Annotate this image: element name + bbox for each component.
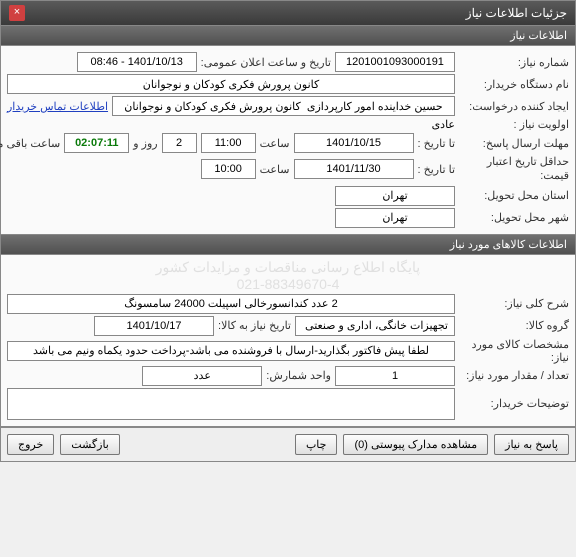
group-field[interactable] [295,316,455,336]
delivery-province-label: استان محل تحویل: [459,189,569,202]
section-need-info-header: اطلاعات نیاز [1,25,575,46]
print-button[interactable]: چاپ [295,434,338,455]
delivery-city-field[interactable] [335,208,455,228]
specs-label: مشخصات کالای مورد نیاز: [459,338,569,364]
reply-date-field[interactable] [294,133,414,153]
until-label-1: تا تاریخ : [418,137,455,150]
attachments-button[interactable]: مشاهده مدارک پیوستی (0) [343,434,488,455]
watermark-line2: 021-88349670-4 [237,276,340,292]
delivery-province-field[interactable] [335,186,455,206]
buyer-notes-field[interactable] [7,388,455,420]
exit-button[interactable]: خروج [7,434,54,455]
validity-date-field[interactable] [294,159,414,179]
requester-field[interactable] [112,96,455,116]
unit-field[interactable] [142,366,262,386]
watermark-line1: پایگاه اطلاع رسانی مناقصات و مزایدات کشو… [156,259,420,276]
reply-deadline-label: مهلت ارسال پاسخ: [459,137,569,150]
group-label: گروه کالا: [459,319,569,332]
reply-button[interactable]: پاسخ به نیاز [494,434,569,455]
back-button[interactable]: بازگشت [60,434,120,455]
general-desc-label: شرح کلی نیاز: [459,297,569,310]
watermark: پایگاه اطلاع رسانی مناقصات و مزایدات کشو… [7,259,569,292]
need-number-field[interactable] [335,52,455,72]
specs-field[interactable] [7,341,455,361]
until-label-2: تا تاریخ : [418,163,455,176]
requester-label: ایجاد کننده درخواست: [459,100,569,113]
need-date-field[interactable] [94,316,214,336]
priority-value: عادی [432,118,455,131]
announce-label: تاریخ و ساعت اعلان عمومی: [201,56,331,69]
buyer-org-label: نام دستگاه خریدار: [459,78,569,91]
close-icon[interactable]: × [9,5,25,21]
buyer-notes-label: توضیحات خریدار: [459,397,569,410]
validity-label: حداقل تاریخ اعتبار قیمت: [459,155,569,184]
buyer-org-field[interactable] [7,74,455,94]
footer-spacer [126,434,289,455]
unit-label: واحد شمارش: [266,369,331,382]
qty-label: تعداد / مقدار مورد نیاز: [459,369,569,382]
qty-field[interactable] [335,366,455,386]
time-label-1: ساعت [260,137,290,150]
days-field[interactable] [162,133,197,153]
section-goods-header: اطلاعات کالاهای مورد نیاز [1,234,575,255]
days-and-label: روز و [133,137,157,150]
contact-link[interactable]: اطلاعات تماس خریدار [7,100,108,113]
need-date-label: تاریخ نیاز به کالا: [218,319,291,332]
validity-time-field[interactable] [201,159,256,179]
titlebar: جزئیات اطلاعات نیاز × [1,1,575,25]
goods-info-form: پایگاه اطلاع رسانی مناقصات و مزایدات کشو… [1,255,575,426]
validity-label-l1: حداقل تاریخ اعتبار [459,155,569,169]
main-window: جزئیات اطلاعات نیاز × اطلاعات نیاز شماره… [0,0,576,462]
reply-time-field[interactable] [201,133,256,153]
validity-label-l2: قیمت: [459,169,569,183]
footer-toolbar: پاسخ به نیاز مشاهده مدارک پیوستی (0) چاپ… [1,426,575,461]
remaining-label: ساعت باقی مانده [0,137,60,150]
remaining-time-field[interactable] [64,133,129,153]
window-title: جزئیات اطلاعات نیاز [466,6,567,20]
priority-label: اولویت نیاز : [459,118,569,131]
need-number-label: شماره نیاز: [459,56,569,69]
general-desc-field[interactable] [7,294,455,314]
delivery-city-label: شهر محل تحویل: [459,211,569,224]
need-info-form: شماره نیاز: تاریخ و ساعت اعلان عمومی: نا… [1,46,575,234]
announce-field[interactable] [77,52,197,72]
time-label-2: ساعت [260,163,290,176]
